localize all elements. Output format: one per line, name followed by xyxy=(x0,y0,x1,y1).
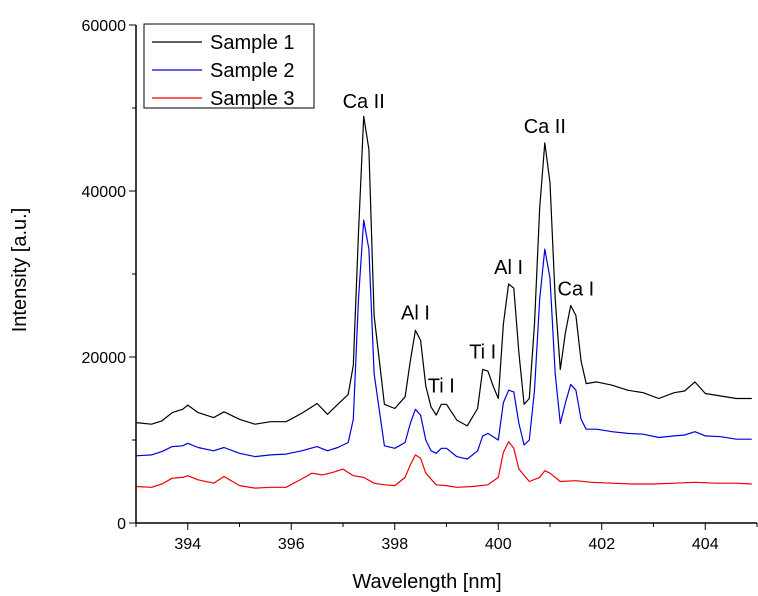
x-ticks: 394 396 398 400 402 404 xyxy=(135,523,758,553)
x-tick-label: 400 xyxy=(485,536,512,553)
peak-label: Ca II xyxy=(343,91,385,113)
peak-label: Ca II xyxy=(524,116,566,138)
x-axis-title: Wavelength [nm] xyxy=(352,571,501,593)
legend-label: Sample 1 xyxy=(210,32,295,54)
legend-box xyxy=(143,23,315,109)
y-tick-label: 0 xyxy=(117,516,126,533)
x-tick-label: 394 xyxy=(174,536,201,553)
y-tick-label: 60000 xyxy=(82,18,127,35)
series-line-2 xyxy=(135,219,752,460)
peak-label: Al I xyxy=(401,303,430,325)
y-ticks: 0 20000 40000 60000 xyxy=(82,18,136,533)
series-line-1 xyxy=(135,115,752,427)
x-tick-label: 402 xyxy=(588,536,615,553)
plot-marks xyxy=(135,115,752,489)
peak-label: Ti I xyxy=(428,376,455,398)
legend: Sample 1 Sample 2 Sample 3 xyxy=(143,23,315,110)
y-tick-label: 20000 xyxy=(82,350,127,367)
peak-annotations: Ca II Al I Ti I Ti I Al I Ca II Ca I xyxy=(343,91,595,398)
peak-label: Al I xyxy=(494,257,523,279)
peak-label: Ca I xyxy=(558,279,595,301)
x-tick-label: 396 xyxy=(278,536,305,553)
legend-label: Sample 2 xyxy=(210,60,295,82)
peak-label: Ti I xyxy=(469,342,496,364)
y-axis-title: Intensity [a.u.] xyxy=(9,208,31,333)
x-tick-label: 404 xyxy=(692,536,719,553)
legend-label: Sample 3 xyxy=(210,88,295,110)
x-tick-label: 398 xyxy=(381,536,408,553)
y-tick-label: 40000 xyxy=(82,184,127,201)
series-line-3 xyxy=(135,441,752,489)
